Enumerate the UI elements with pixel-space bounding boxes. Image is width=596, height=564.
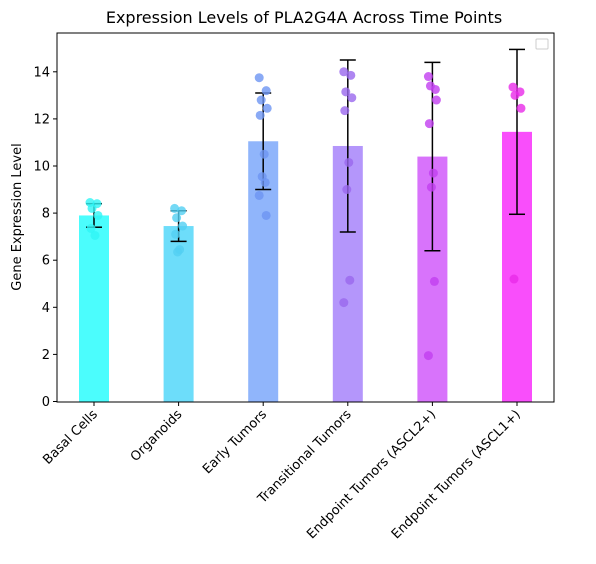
data-point xyxy=(423,351,433,361)
y-tick-label: 0 xyxy=(42,395,50,410)
data-point xyxy=(259,149,269,159)
data-point xyxy=(254,190,264,200)
y-tick-label: 6 xyxy=(42,254,50,269)
data-point xyxy=(345,275,355,285)
data-point xyxy=(340,106,350,116)
bars-layer xyxy=(79,131,532,402)
data-point xyxy=(510,90,520,100)
data-point xyxy=(339,67,349,77)
data-point xyxy=(344,157,354,167)
data-point xyxy=(339,298,349,308)
data-point xyxy=(171,229,181,239)
data-point xyxy=(177,206,187,216)
data-point xyxy=(426,182,436,192)
data-point xyxy=(173,247,183,257)
data-point xyxy=(509,274,519,284)
y-tick-label: 2 xyxy=(42,348,50,363)
data-point xyxy=(431,95,441,105)
data-point xyxy=(254,73,264,83)
data-point xyxy=(256,95,266,105)
y-tick-label: 12 xyxy=(33,112,50,127)
y-tick-label: 8 xyxy=(42,207,50,222)
data-point xyxy=(172,213,182,223)
data-point xyxy=(425,81,435,91)
data-point xyxy=(424,119,434,129)
y-tick-label: 10 xyxy=(33,160,50,175)
data-point xyxy=(347,93,357,103)
x-axis: Basal Cells Organoids Early TumorsTransiti… xyxy=(40,402,524,542)
x-tick-label: Transitional Tumors xyxy=(255,407,355,507)
error-bars-layer xyxy=(86,48,525,252)
data-point xyxy=(178,221,188,231)
y-tick-label: 4 xyxy=(42,301,50,316)
data-point xyxy=(93,210,103,220)
x-tick-label: Organoids xyxy=(128,407,186,465)
plot-frame xyxy=(56,32,555,403)
data-point xyxy=(342,185,352,195)
chart-title: Expression Levels of PLA2G4A Across Time… xyxy=(106,8,502,27)
legend-box xyxy=(535,38,549,50)
data-point xyxy=(86,223,96,233)
data-point xyxy=(508,82,518,92)
y-axis-label: Gene Expression Level xyxy=(10,143,25,290)
points-layer xyxy=(85,67,526,361)
data-point xyxy=(516,103,526,113)
data-point xyxy=(170,203,180,213)
data-point xyxy=(428,168,438,178)
data-point xyxy=(262,103,272,113)
bar xyxy=(79,215,109,402)
x-tick-label: Early Tumors xyxy=(200,407,270,477)
y-axis: 0 2 4 6 8 10 12 14 xyxy=(33,65,57,410)
data-point xyxy=(255,110,265,120)
data-point xyxy=(341,87,351,97)
y-tick-label: 14 xyxy=(33,65,50,80)
data-point xyxy=(261,210,271,220)
x-tick-label: Basal Cells xyxy=(40,407,101,468)
data-point xyxy=(423,72,433,82)
data-point xyxy=(261,86,271,96)
data-point xyxy=(429,276,439,286)
data-point xyxy=(87,203,97,213)
data-point xyxy=(90,230,100,240)
data-point xyxy=(346,70,356,80)
data-point xyxy=(260,177,270,187)
